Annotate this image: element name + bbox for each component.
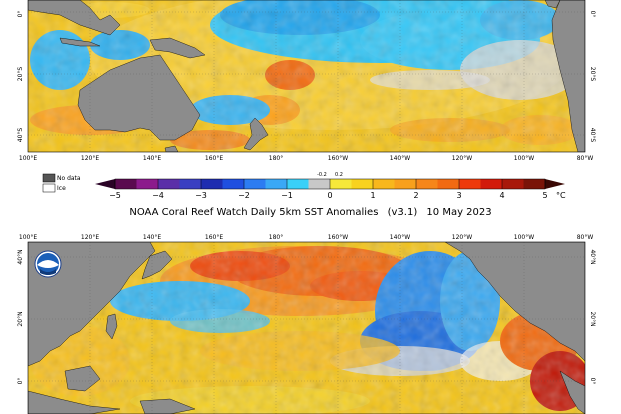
lat-label: 0° (589, 378, 596, 385)
map-title: NOAA Coral Reef Watch Daily 5km SST Anom… (0, 207, 621, 218)
philippines-land (105, 313, 118, 340)
top-map-panel: 100°E 120°E 140°E 160°E 180° 160°W 140°W… (0, 0, 621, 165)
fine-ticks: -0.2 0.2 (317, 172, 343, 178)
colorbar-tick: 4 (499, 191, 504, 200)
lat-label: 40°S (589, 128, 596, 143)
colorbar-segment (265, 179, 288, 189)
noaa-logo-icon (34, 250, 62, 278)
title-date: 10 May 2023 (426, 207, 492, 218)
lon-label: 160°E (205, 155, 223, 162)
colorbar-segment (502, 179, 524, 189)
colorbar-segment (394, 179, 417, 189)
bottom-lat-labels-left: 40°N 20°N 0° (17, 249, 24, 384)
colorbar-segment (523, 179, 546, 189)
lat-label: 40°N (589, 249, 596, 264)
ice-swatch (42, 183, 56, 193)
lon-label: 140°W (390, 155, 410, 162)
colorbar-ticks: −5 −4 −3 −2 −1 0 1 2 3 4 5 (109, 191, 547, 200)
colorbar-segment (437, 179, 460, 189)
lat-label: 40°N (17, 249, 24, 264)
lon-label: 80°W (577, 234, 594, 241)
fine-tick: 0.2 (335, 172, 343, 178)
lon-label: 120°E (81, 155, 99, 162)
lat-label: 20°N (17, 311, 24, 326)
colorbar-segment (308, 179, 331, 189)
lon-label: 100°W (514, 155, 534, 162)
colorbar-segment (201, 179, 223, 189)
colorbar-segment (351, 179, 374, 189)
top-lat-labels-left: 0° 20°S 40°S (17, 11, 24, 143)
legend: No data Ice −5 −4 −3 −2 −1 0 1 2 3 4 5 °… (0, 168, 621, 204)
colorbar-tick: −1 (281, 191, 293, 200)
new-guinea-land (149, 37, 206, 59)
colorbar-low-arrow (95, 179, 115, 189)
colorbar-segment (416, 179, 438, 189)
lon-label: 180° (269, 155, 283, 162)
bottom-lat-labels-right: 40°N 20°N 0° (589, 249, 596, 384)
lon-label: 100°E (19, 155, 37, 162)
colorbar-tick: 3 (456, 191, 461, 200)
colorbar-segment (244, 179, 266, 189)
colorbar-segment (287, 179, 309, 189)
lat-label: 20°S (589, 67, 596, 82)
colorbar-segment (330, 179, 352, 189)
colorbar-segment (136, 179, 159, 189)
lon-label: 160°W (328, 234, 348, 241)
japan-land (141, 250, 173, 280)
colorbar-high-arrow (545, 179, 565, 189)
lat-label: 0° (589, 11, 596, 18)
title-text: NOAA Coral Reef Watch Daily 5km SST Anom… (129, 207, 379, 218)
colorbar-tick: 2 (413, 191, 418, 200)
colorbar-tick: 1 (370, 191, 375, 200)
south-america-land (551, 0, 585, 152)
lon-label: 160°W (328, 155, 348, 162)
colorbar-segment (179, 179, 202, 189)
bottom-lon-labels: 100°E 120°E 140°E 160°E 180° 160°W 140°W… (19, 234, 593, 241)
legend-svg: No data Ice −5 −4 −3 −2 −1 0 1 2 3 4 5 °… (42, 172, 566, 200)
colorbar-segment (115, 179, 137, 189)
lon-label: 120°W (452, 155, 472, 162)
lon-label: 180° (269, 234, 283, 241)
colorbar-tick: 5 (542, 191, 547, 200)
colorbar-segment (373, 179, 395, 189)
ice-label: Ice (57, 185, 66, 192)
unit-label: °C (556, 191, 566, 200)
lat-label: 40°S (17, 128, 24, 143)
fine-tick: -0.2 (317, 172, 327, 178)
colorbar-tick: −2 (238, 191, 250, 200)
top-map: 100°E 120°E 140°E 160°E 180° 160°W 140°W… (17, 0, 596, 162)
colorbar-segment (480, 179, 503, 189)
lon-label: 140°E (143, 234, 161, 241)
colorbar-tick: −5 (109, 191, 121, 200)
colorbar-segment (222, 179, 245, 189)
lat-label: 20°S (17, 67, 24, 82)
australia-land (77, 54, 201, 141)
new-zealand-land (243, 117, 269, 151)
colorbar-tick: −3 (195, 191, 207, 200)
lon-label: 100°E (19, 234, 37, 241)
lat-label: 0° (17, 378, 24, 385)
lon-label: 160°E (205, 234, 223, 241)
no-data-label: No data (57, 175, 81, 182)
lon-label: 100°W (514, 234, 534, 241)
title-version: (v3.1) (387, 207, 418, 218)
top-lat-labels-right: 0° 20°S 40°S (589, 11, 596, 143)
colorbar (95, 178, 565, 190)
lon-label: 120°E (81, 234, 99, 241)
colorbar-segment (459, 179, 481, 189)
lon-label: 140°W (390, 234, 410, 241)
lon-label: 120°W (452, 234, 472, 241)
top-lon-labels: 100°E 120°E 140°E 160°E 180° 160°W 140°W… (19, 155, 593, 162)
colorbar-segment (158, 179, 180, 189)
colorbar-tick: −4 (152, 191, 164, 200)
no-data-swatch (42, 173, 56, 183)
lon-label: 140°E (143, 155, 161, 162)
bottom-map-panel: 100°E 120°E 140°E 160°E 180° 160°W 140°W… (0, 231, 621, 414)
colorbar-tick: 0 (327, 191, 332, 200)
north-america-land (444, 242, 585, 362)
lat-label: 0° (17, 11, 24, 18)
lon-label: 80°W (577, 155, 594, 162)
lat-label: 20°N (589, 311, 596, 326)
bottom-map: 100°E 120°E 140°E 160°E 180° 160°W 140°W… (17, 234, 596, 414)
